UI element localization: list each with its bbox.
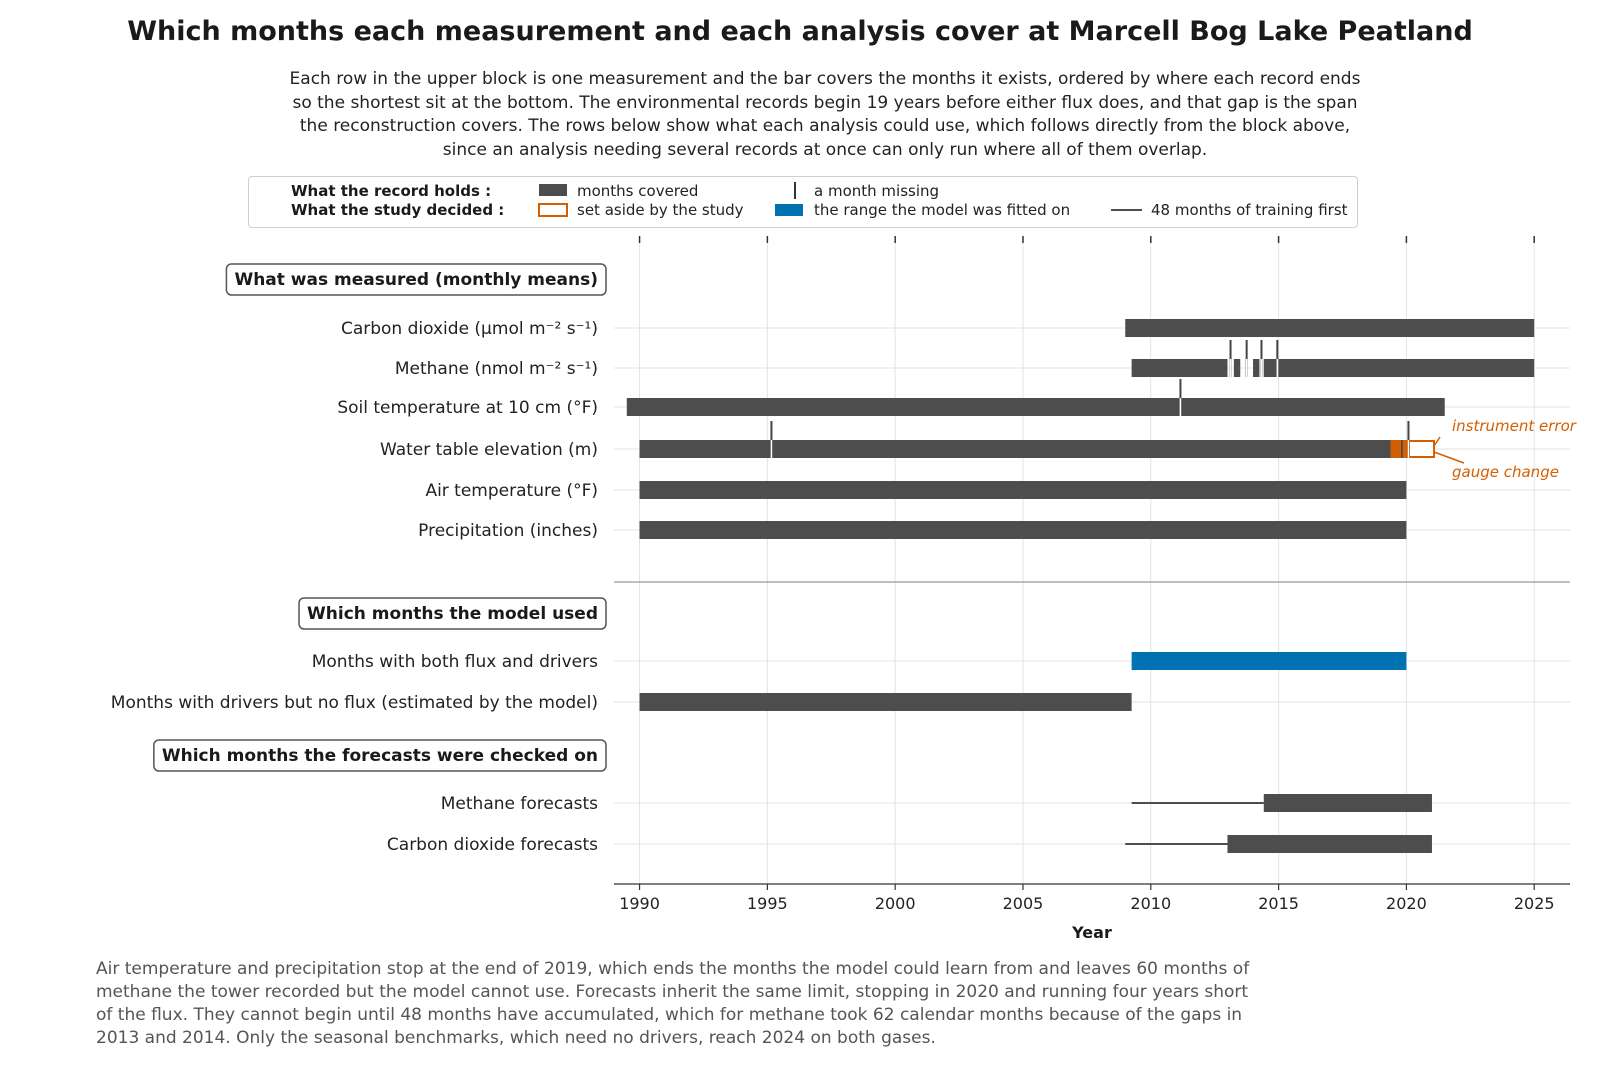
legend-set-aside-swatch bbox=[538, 203, 568, 217]
group-heading-box bbox=[298, 597, 607, 630]
coverage-bar bbox=[1253, 359, 1260, 377]
legend-graphics: What the record holds : What the study d… bbox=[291, 182, 1348, 219]
coverage-bar bbox=[639, 521, 1407, 539]
coverage-bar bbox=[1125, 319, 1535, 337]
legend-fitted-swatch bbox=[775, 204, 803, 216]
coverage-bar bbox=[1263, 794, 1432, 812]
group-heading-box bbox=[225, 263, 607, 296]
set-aside-marker bbox=[1407, 440, 1436, 458]
x-tick-label: 2020 bbox=[1386, 894, 1427, 913]
row-label: Air temperature (°F) bbox=[425, 481, 598, 501]
annotation-instrument-error: instrument error bbox=[1452, 417, 1577, 435]
legend: What the record holds : What the study d… bbox=[248, 176, 1358, 228]
coverage-bar bbox=[639, 440, 771, 458]
group-heading: What was measured (monthly means) bbox=[234, 270, 598, 290]
annotation-leader bbox=[1433, 451, 1465, 464]
row-label: Soil temperature at 10 cm (°F) bbox=[337, 398, 598, 418]
row-label: Methane (nmol m⁻² s⁻¹) bbox=[395, 359, 598, 379]
fitted-bar bbox=[1131, 652, 1407, 670]
group-heading: Which months the forecasts were checked … bbox=[162, 746, 598, 766]
chart-title: Which months each measurement and each a… bbox=[127, 16, 1473, 47]
x-tick-label: 2010 bbox=[1130, 894, 1171, 913]
coverage-bar bbox=[626, 398, 1180, 416]
coverage-bar bbox=[1181, 398, 1445, 416]
coverage-bar bbox=[772, 440, 1407, 458]
row-label: Carbon dioxide (μmol m⁻² s⁻¹) bbox=[341, 319, 598, 339]
legend-missing-label: a month missing bbox=[814, 182, 939, 200]
coverage-bar bbox=[1233, 359, 1241, 377]
legend-row2-title: What the study decided : bbox=[291, 201, 504, 219]
row-label: Water table elevation (m) bbox=[380, 440, 598, 460]
legend-set-aside-label: set aside by the study bbox=[577, 201, 744, 219]
coverage-bar bbox=[1131, 359, 1228, 377]
legend-covered-swatch bbox=[539, 184, 567, 196]
x-tick-label: 2000 bbox=[875, 894, 916, 913]
row-label: Carbon dioxide forecasts bbox=[387, 835, 598, 855]
x-tick-label: 2015 bbox=[1258, 894, 1299, 913]
x-tick-label: 1990 bbox=[619, 894, 660, 913]
row-label: Methane forecasts bbox=[441, 794, 598, 814]
coverage-bar bbox=[639, 481, 1407, 499]
group-heading-box bbox=[153, 739, 607, 772]
legend-fitted-label: the range the model was fitted on bbox=[814, 201, 1070, 219]
legend-row1-title: What the record holds : bbox=[291, 182, 491, 200]
coverage-bar bbox=[1278, 359, 1535, 377]
footnote: Air temperature and precipitation stop a… bbox=[96, 959, 1250, 1048]
x-tick-label: 1995 bbox=[747, 894, 788, 913]
annotation-gauge-change: gauge change bbox=[1452, 463, 1559, 481]
x-tick-label: 2005 bbox=[1003, 894, 1044, 913]
set-aside-marker bbox=[1395, 440, 1402, 458]
x-tick-label: 2025 bbox=[1514, 894, 1555, 913]
coverage-bar bbox=[1263, 359, 1277, 377]
row-label: Months with drivers but no flux (estimat… bbox=[111, 693, 598, 713]
set-aside-marker bbox=[1390, 440, 1396, 458]
group-heading: Which months the model used bbox=[307, 604, 598, 624]
row-label: Months with both flux and drivers bbox=[312, 652, 598, 672]
coverage-bar bbox=[639, 693, 1132, 711]
chart-subtitle: Each row in the upper block is one measu… bbox=[289, 69, 1361, 160]
annotation-leader bbox=[1433, 436, 1441, 447]
legend-training-label: 48 months of training first bbox=[1151, 201, 1348, 219]
x-axis-label: Year bbox=[1071, 923, 1112, 942]
legend-covered-label: months covered bbox=[577, 182, 698, 200]
row-label: Precipitation (inches) bbox=[418, 521, 598, 541]
coverage-bar bbox=[1227, 835, 1432, 853]
